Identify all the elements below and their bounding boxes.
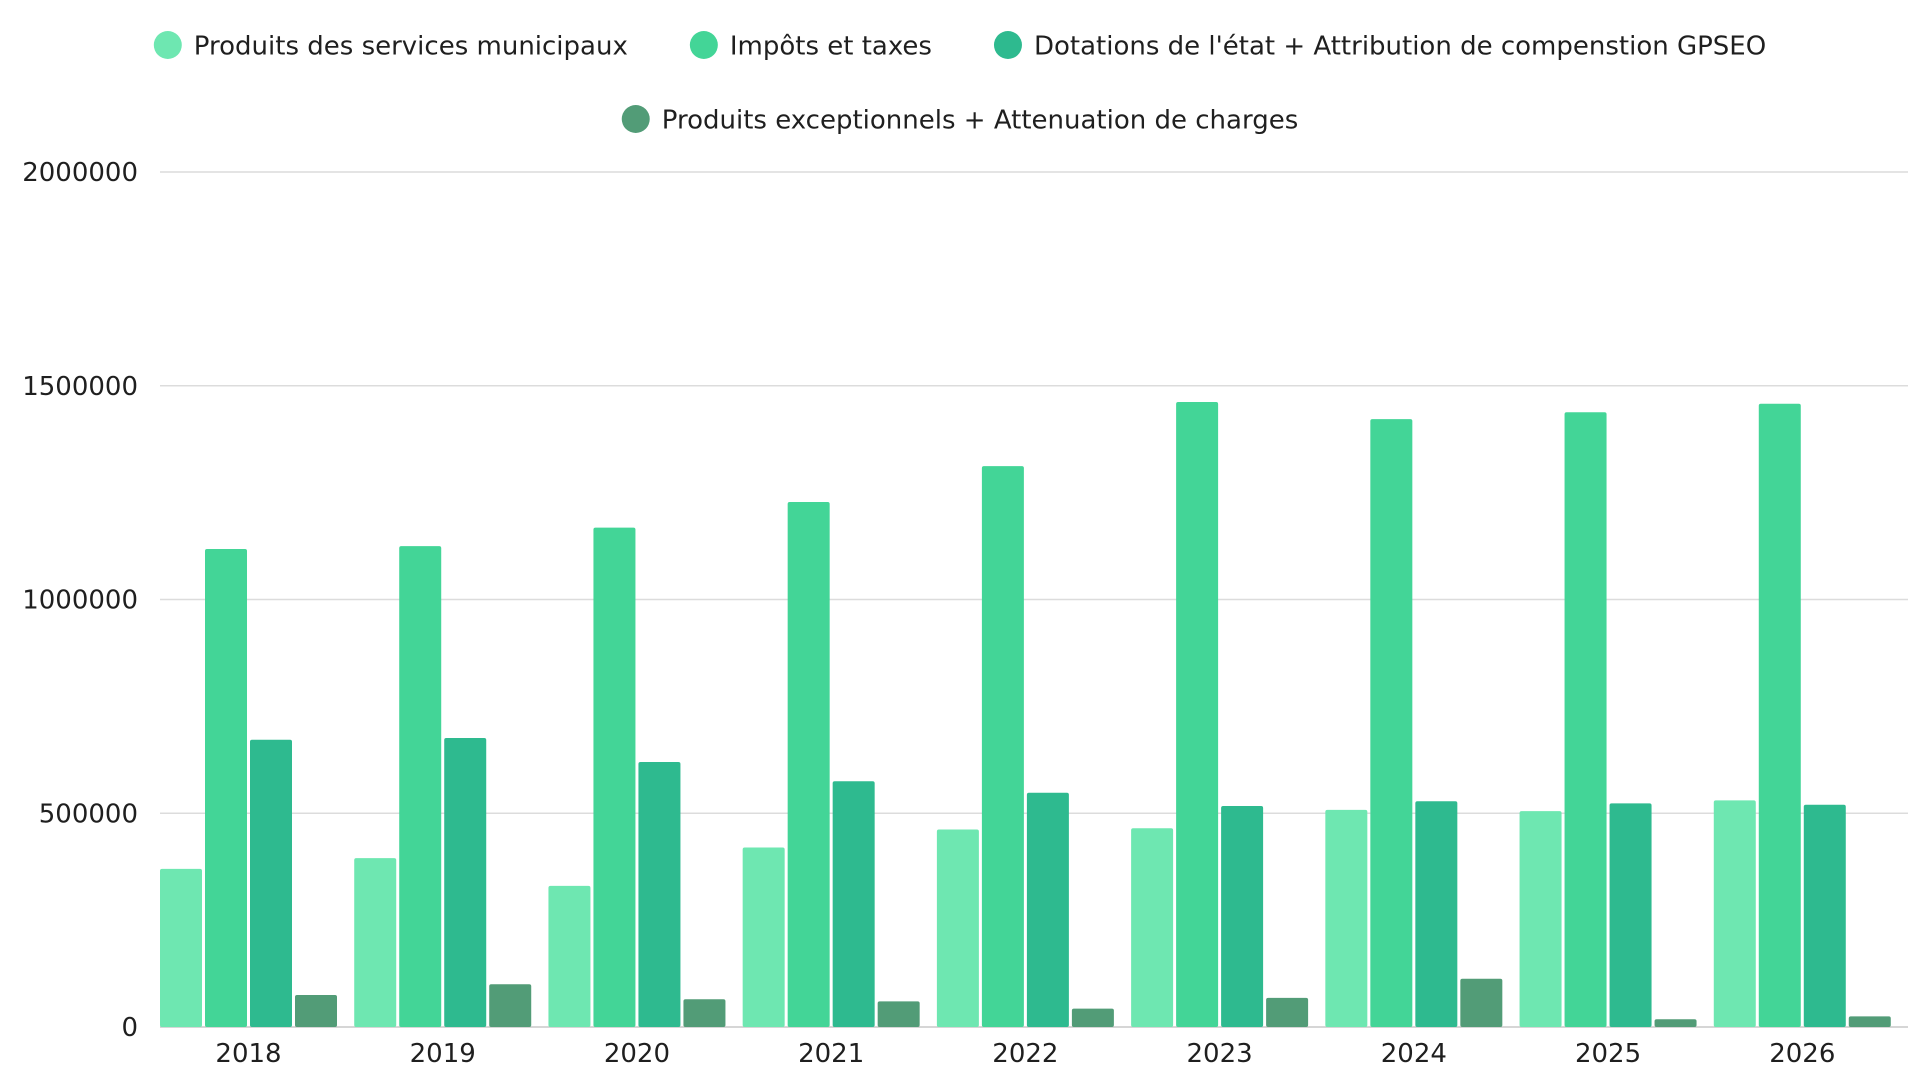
bar-2019-series-2[interactable] — [399, 546, 442, 1027]
legend-marker — [689, 31, 718, 59]
x-tick-label: 2023 — [1187, 1039, 1253, 1069]
x-tick-label: 2018 — [215, 1039, 281, 1069]
bar-2025-series-4[interactable] — [1654, 1019, 1697, 1027]
bar-2024-series-3[interactable] — [1415, 801, 1458, 1027]
bar-2023-series-1[interactable] — [1131, 828, 1174, 1027]
legend-marker — [153, 31, 182, 59]
bar-2022-series-4[interactable] — [1071, 1008, 1114, 1027]
legend-item-1[interactable]: Produits des services municipaux — [153, 31, 628, 61]
y-axis-ticks: 0 500000 1000000 1500000 2000000 — [22, 158, 138, 1043]
bar-2021-series-4[interactable] — [877, 1001, 920, 1027]
bar-2020-series-4[interactable] — [683, 999, 726, 1027]
bar-2026-series-4[interactable] — [1848, 1016, 1891, 1027]
y-tick-label: 0 — [121, 1013, 138, 1043]
bar-2024-series-1[interactable] — [1325, 809, 1368, 1027]
bar-2022-series-2[interactable] — [981, 466, 1024, 1027]
bar-2019-series-1[interactable] — [354, 858, 397, 1027]
bar-2020-series-2[interactable] — [593, 527, 636, 1027]
bar-2026-series-1[interactable] — [1713, 800, 1756, 1027]
bar-2023-series-3[interactable] — [1221, 805, 1264, 1027]
x-tick-label: 2026 — [1769, 1039, 1835, 1069]
bar-2018-series-1[interactable] — [160, 868, 202, 1027]
bar-2025-series-2[interactable] — [1564, 412, 1607, 1027]
bar-2026-series-3[interactable] — [1803, 804, 1846, 1027]
legend-item-3[interactable]: Dotations de l'état + Attribution de com… — [993, 31, 1766, 61]
bar-2024-series-4[interactable] — [1460, 978, 1503, 1027]
x-tick-label: 2020 — [604, 1039, 670, 1069]
bar-2024-series-2[interactable] — [1370, 419, 1413, 1028]
bar-2021-series-3[interactable] — [832, 781, 875, 1027]
bar-2022-series-1[interactable] — [936, 829, 979, 1027]
bar-2025-series-3[interactable] — [1609, 803, 1652, 1027]
y-tick-label: 2000000 — [22, 158, 138, 188]
bar-2026-series-2[interactable] — [1758, 403, 1801, 1028]
bar-2020-series-1[interactable] — [548, 885, 591, 1027]
legend-label: Dotations de l'état + Attribution de com… — [1034, 31, 1766, 61]
bar-2021-series-2[interactable] — [787, 502, 830, 1027]
bar-2018-series-3[interactable] — [250, 739, 292, 1027]
legend-label: Produits des services municipaux — [194, 31, 628, 61]
bar-2023-series-4[interactable] — [1266, 997, 1309, 1027]
x-tick-label: 2025 — [1575, 1039, 1641, 1069]
legend-marker — [621, 105, 650, 133]
x-tick-label: 2024 — [1381, 1039, 1447, 1069]
x-tick-label: 2021 — [798, 1039, 864, 1069]
bar-2019-series-3[interactable] — [444, 738, 487, 1027]
legend-item-2[interactable]: Impôts et taxes — [689, 31, 932, 61]
legend-label: Produits exceptionnels + Attenuation de … — [662, 105, 1299, 135]
y-tick-label: 1000000 — [22, 586, 138, 616]
bar-2018-series-2[interactable] — [205, 549, 247, 1027]
bar-2022-series-3[interactable] — [1026, 792, 1069, 1027]
bar-2018-series-4[interactable] — [295, 994, 337, 1027]
legend-label: Impôts et taxes — [730, 31, 932, 61]
bar-2023-series-2[interactable] — [1176, 401, 1219, 1027]
bars — [160, 401, 1891, 1028]
legend-marker — [993, 31, 1022, 59]
x-axis-ticks: 2018 2019 2020 2021 2022 2023 2024 2025 2026 — [215, 1039, 1835, 1069]
x-tick-label: 2019 — [410, 1039, 476, 1069]
bar-2021-series-1[interactable] — [742, 847, 785, 1027]
bar-2019-series-4[interactable] — [489, 984, 532, 1027]
legend[interactable]: Produits des services municipaux Impôts e… — [153, 31, 1766, 135]
bar-2020-series-3[interactable] — [638, 761, 681, 1027]
bar-2025-series-1[interactable] — [1519, 811, 1562, 1027]
legend-item-4[interactable]: Produits exceptionnels + Attenuation de … — [621, 105, 1299, 135]
y-tick-label: 1500000 — [22, 372, 138, 402]
x-tick-label: 2022 — [992, 1039, 1058, 1069]
y-tick-label: 500000 — [39, 799, 138, 829]
